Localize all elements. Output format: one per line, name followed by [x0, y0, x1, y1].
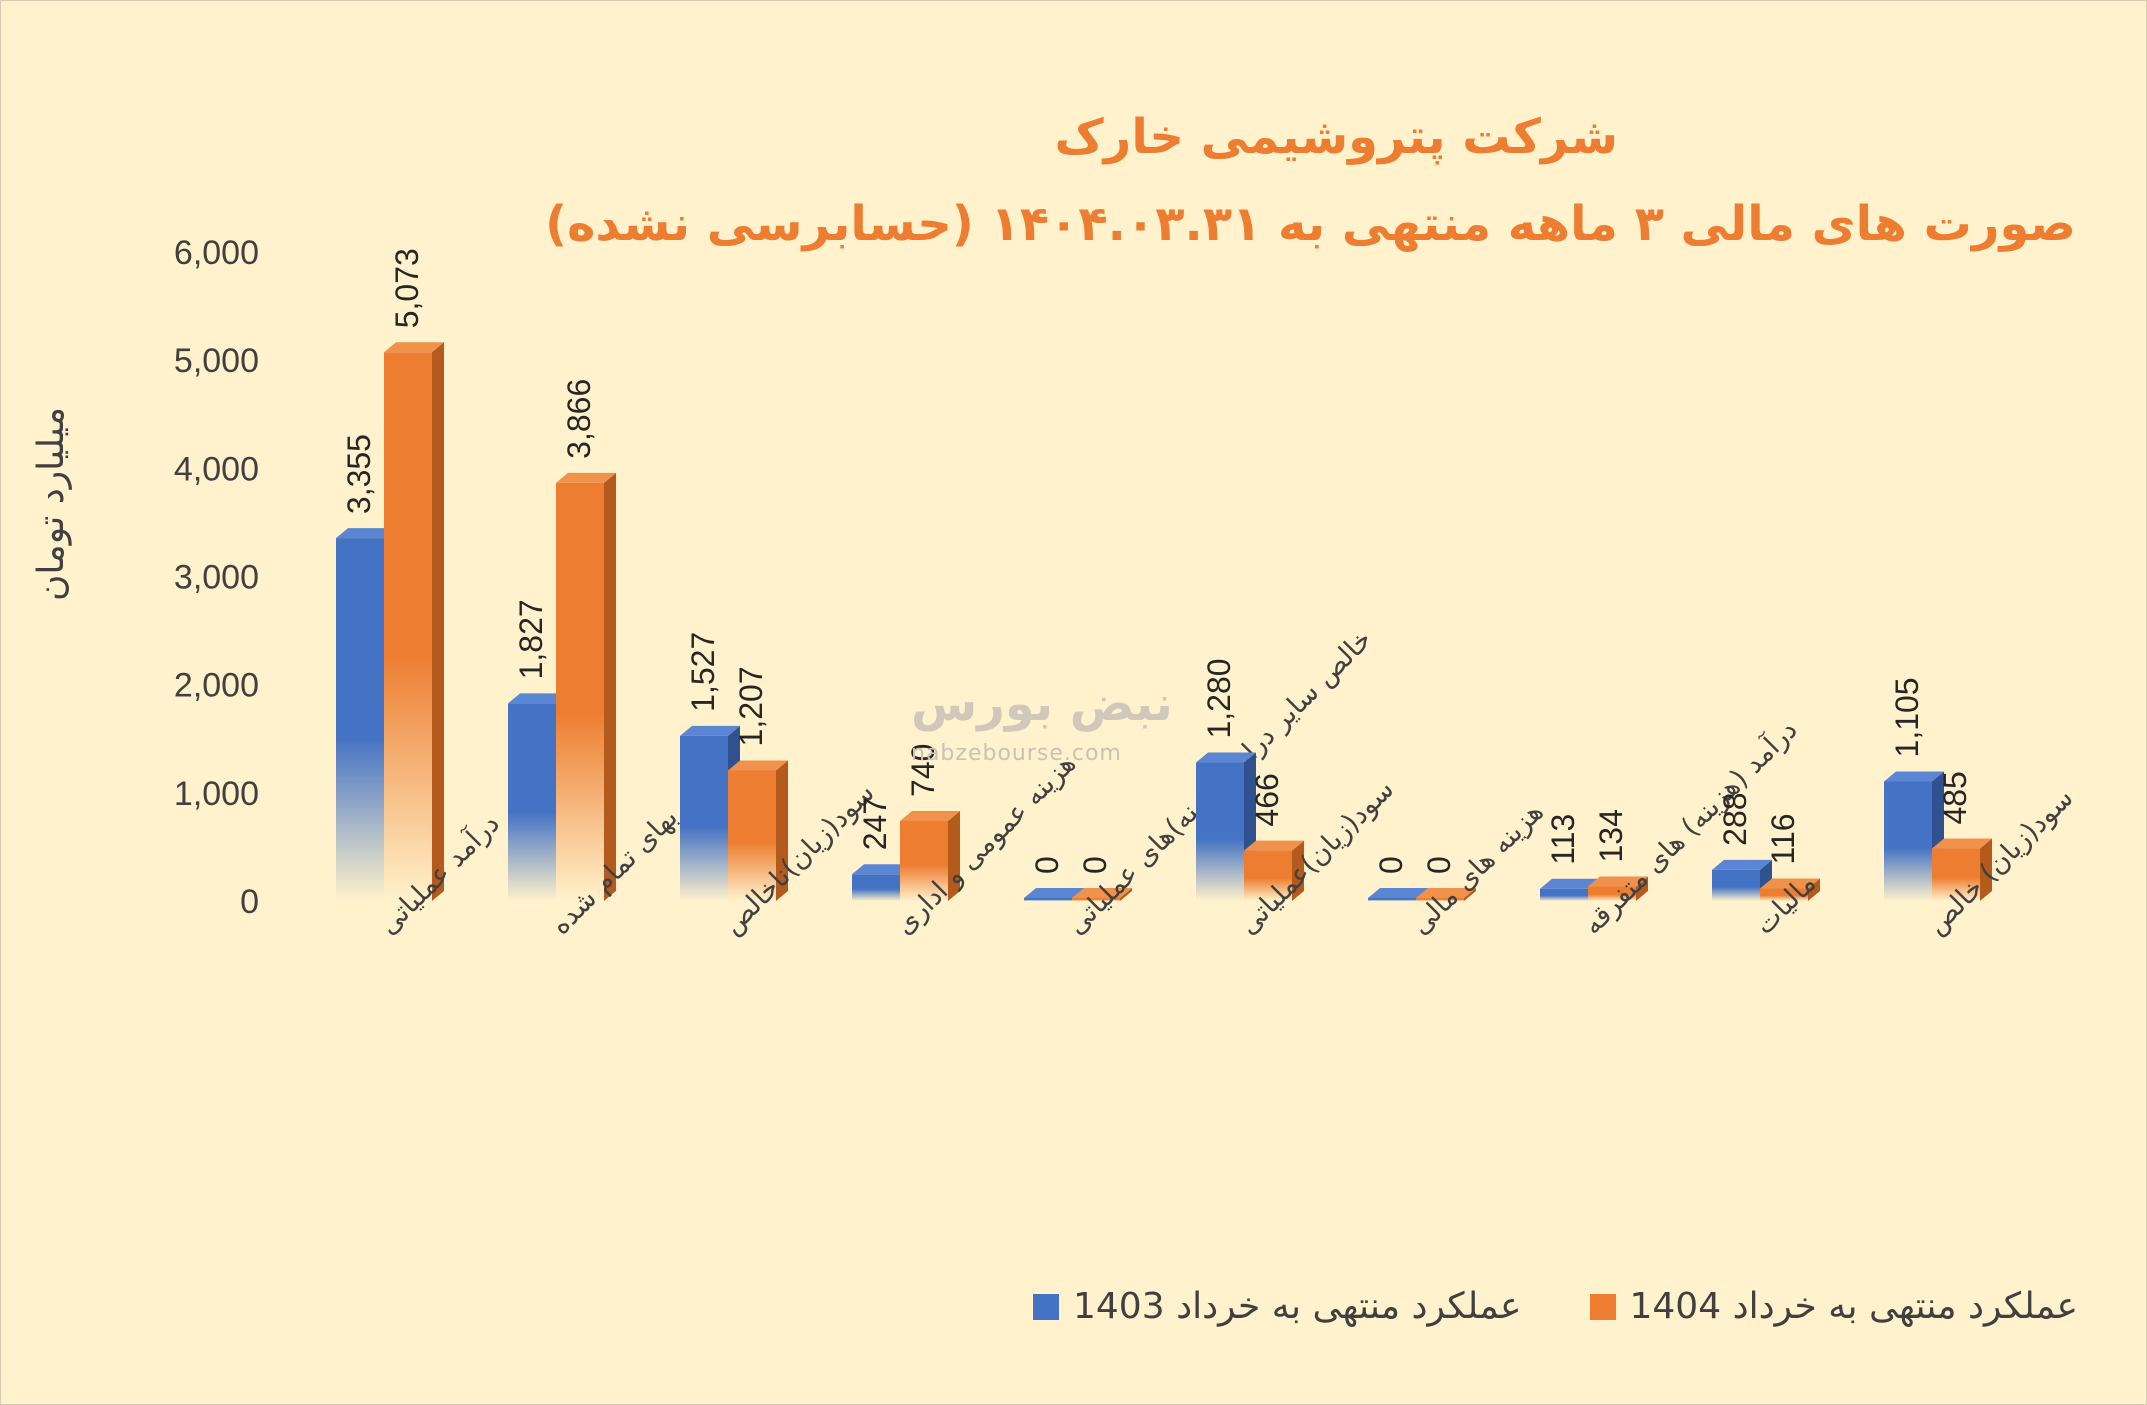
bar-top: [384, 342, 444, 353]
bar-top: [1368, 888, 1428, 898]
bar: [1760, 888, 1808, 901]
y-tick-label: 6,000: [174, 234, 259, 272]
bar-top: [556, 472, 616, 483]
bar: [728, 770, 776, 901]
y-tick-label: 0: [240, 883, 259, 921]
bar-side: [948, 810, 960, 901]
data-label: 1,207: [733, 666, 769, 746]
bar: [1588, 886, 1636, 901]
data-label: 740: [905, 744, 941, 797]
bar-top: [1196, 752, 1256, 763]
data-label: 1,527: [685, 632, 721, 712]
bar: [1712, 869, 1760, 901]
data-label: 1,827: [513, 599, 549, 679]
y-axis-label: میلیارد تومان: [31, 406, 72, 601]
bar: [556, 482, 604, 901]
y-tick-label: 5,000: [174, 342, 259, 380]
bar-top: [1072, 888, 1132, 898]
bar-side: [1292, 840, 1304, 901]
chart-title: شرکت پتروشیمی خارک: [1054, 109, 1618, 165]
bar: [1932, 848, 1980, 901]
data-label: 3,866: [561, 379, 597, 459]
bar-top: [1416, 888, 1476, 898]
bar: [508, 703, 556, 901]
y-tick-label: 1,000: [174, 775, 259, 813]
bar-top: [1244, 840, 1304, 851]
legend-swatch-1404: [1589, 1293, 1616, 1320]
bar-top: [508, 693, 568, 704]
data-label: 134: [1593, 809, 1629, 862]
bar: [1416, 898, 1464, 901]
bar-top: [680, 725, 740, 736]
bar-top: [728, 760, 788, 771]
y-tick-label: 4,000: [174, 450, 259, 488]
bar-side: [1464, 888, 1476, 901]
data-label: 288: [1717, 792, 1753, 845]
data-label: 0: [1373, 856, 1409, 874]
bar-top: [1932, 838, 1992, 849]
bar: [1196, 762, 1244, 901]
bar-top: [336, 528, 396, 539]
data-label: 0: [1077, 856, 1113, 874]
legend-swatch-1403: [1033, 1293, 1059, 1320]
data-label: 5,073: [389, 248, 425, 328]
bar: [1368, 898, 1416, 901]
bar-side: [432, 342, 444, 901]
bar: [1540, 888, 1588, 901]
legend: عملکرد منتهی به خرداد 1403 عملکرد منتهی …: [1033, 1286, 2078, 1327]
data-label: 247: [857, 797, 893, 850]
bar-side: [1980, 838, 1992, 901]
data-label: 3,355: [341, 434, 377, 514]
data-label: 113: [1545, 814, 1581, 865]
bar: [1024, 898, 1072, 901]
bar-top: [1760, 878, 1820, 889]
bar: [384, 352, 432, 901]
bar-top: [1588, 876, 1648, 887]
bar: [680, 735, 728, 901]
data-label: 0: [1029, 856, 1065, 874]
bar: [336, 538, 384, 901]
watermark-url: nabzebourse.com: [911, 741, 1122, 766]
watermark-brand: نبض بورس: [911, 676, 1173, 732]
data-label: 485: [1937, 771, 1973, 824]
bar-top: [1884, 771, 1944, 782]
bar-top: [1024, 888, 1084, 898]
bar-side: [776, 760, 788, 901]
chart-subtitle: صورت های مالی ۳ ماهه منتهی به ۱۴۰۴.۰۳.۳۱…: [545, 196, 2076, 252]
bar-side: [604, 472, 616, 901]
bar-side: [1636, 876, 1648, 901]
bar-top: [1540, 878, 1600, 889]
bar-top: [1712, 859, 1772, 870]
y-tick-label: 3,000: [174, 559, 259, 597]
bar: [1072, 898, 1120, 901]
bar-top: [852, 864, 912, 875]
bar: [852, 874, 900, 901]
bar: [900, 820, 948, 901]
data-label: 1,280: [1201, 658, 1237, 738]
bar-side: [1808, 878, 1820, 901]
data-label: 1,105: [1889, 677, 1925, 757]
y-tick-label: 2,000: [174, 667, 259, 705]
data-label: 0: [1421, 856, 1457, 874]
legend-label-1404: عملکرد منتهی به خرداد 1404: [1629, 1286, 2079, 1327]
bar: [1244, 850, 1292, 901]
bar: [1884, 781, 1932, 901]
plot-area: 0 1,000 2,000 3,000 4,000 5,000 6,000 3,355 5,07…: [174, 234, 2080, 941]
bar-top: [900, 810, 960, 821]
data-label: 466: [1249, 773, 1285, 826]
bar-side: [1120, 888, 1132, 901]
data-label: 116: [1765, 813, 1801, 864]
legend-label-1403: عملکرد منتهی به خرداد 1403: [1073, 1286, 1522, 1327]
